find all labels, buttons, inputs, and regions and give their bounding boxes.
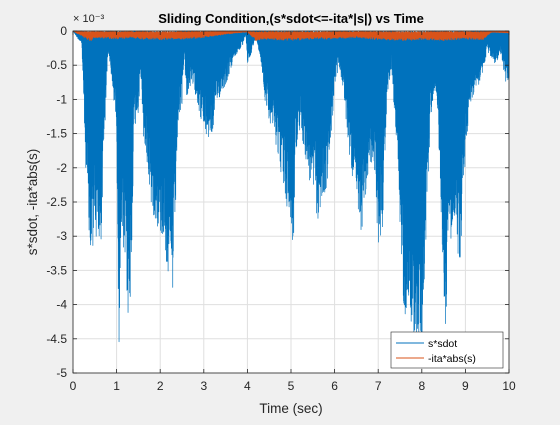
x-tick-label: 2 [157,379,164,393]
y-tick-label: -1 [56,92,67,106]
x-tick-label: 9 [462,379,469,393]
legend-label-s-sdot: s*sdot [428,338,457,350]
x-tick-label: 5 [288,379,295,393]
x-tick-label: 7 [375,379,382,393]
y-tick-label: -1.5 [46,127,67,141]
y-tick-label: -5 [56,366,67,380]
ticks: 0 1 2 3 4 5 6 7 8 9 10 0 -0.5 -1 -1.5 -2 -2.5 -3 -3.5 -4 -4.… [46,24,516,393]
x-tick-label: 8 [418,379,425,393]
y-tick-label: -4 [56,298,67,312]
y-axis-exponent: × 10⁻³ [73,13,105,25]
legend-label-ita-abs-s: -ita*abs(s) [428,353,476,365]
y-tick-label: 0 [60,24,67,38]
y-axis-label: s*sdot, -ita*abs(s) [25,149,40,256]
x-tick-label: 4 [244,379,251,393]
x-tick-label: 6 [331,379,338,393]
legend-box [390,331,504,369]
x-axis-label: Time (sec) [259,401,322,416]
y-tick-label: -2.5 [46,195,67,209]
series-line-1 [72,30,510,41]
legend: s*sdot -ita*abs(s) [390,331,504,369]
chart-title: Sliding Condition,(s*sdot<=-ita*|s|) vs … [158,11,424,26]
y-tick-label: -3 [56,229,67,243]
y-tick-label: -3.5 [46,263,67,277]
x-tick-label: 3 [200,379,207,393]
y-tick-label: -4.5 [46,332,67,346]
series-layer [72,30,510,343]
x-tick-label: 1 [113,379,120,393]
x-tick-label: 10 [502,379,516,393]
y-tick-label: -2 [56,161,67,175]
y-tick-label: -0.5 [46,58,67,72]
x-tick-label: 0 [70,379,77,393]
series-line-0 [72,30,510,343]
